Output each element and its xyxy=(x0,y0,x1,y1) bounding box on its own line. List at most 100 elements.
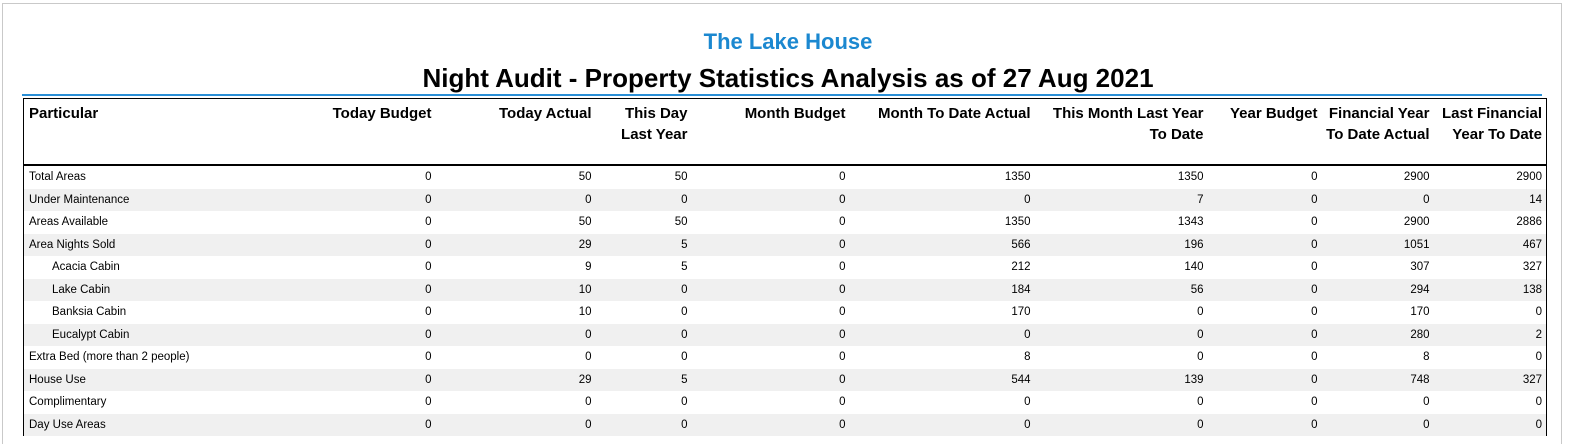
table-row: Eucalypt Cabin 0 0 0 0 0 0 0 280 2 xyxy=(23,323,1547,346)
table-cell: 0 xyxy=(691,188,850,211)
table-cell: 0 xyxy=(308,233,436,256)
table-cell: 0 xyxy=(425,351,432,364)
row-label: Extra Bed (more than 2 people) xyxy=(29,351,190,364)
row-label: Complimentary xyxy=(29,396,107,409)
table-cell: 327 xyxy=(1522,261,1542,274)
table-cell: 0 xyxy=(308,188,436,211)
table-cell: 0 xyxy=(1197,351,1204,364)
table-cell: 5 xyxy=(595,233,692,256)
table-cell: 748 xyxy=(1321,368,1434,391)
column-header: Today Actual xyxy=(435,98,596,166)
table-row: Acacia Cabin 0 9 5 0 212 140 0 307 327 xyxy=(24,256,1547,279)
table-cell: 2 xyxy=(1433,323,1547,346)
table-cell: 5 xyxy=(595,368,692,391)
table-cell: 7 xyxy=(1034,188,1208,211)
column-header: Today Budget xyxy=(308,98,436,166)
table-cell: 50 xyxy=(674,216,688,229)
table-cell: 0 xyxy=(308,323,436,346)
table-cell: 0 xyxy=(308,368,436,391)
row-label: Areas Available xyxy=(29,216,109,229)
table-cell: 0 xyxy=(585,396,592,409)
table-cell: 0 xyxy=(585,351,592,364)
table-cell: 0 xyxy=(595,188,692,211)
table-cell: 0 xyxy=(839,396,846,409)
table-cell: 1350 xyxy=(1004,216,1031,229)
table-cell: 50 xyxy=(674,171,688,184)
table-cell: 196 xyxy=(1034,233,1208,256)
property-name: The Lake House xyxy=(703,29,873,54)
row-label: Lake Cabin xyxy=(23,278,309,301)
table-cell: 140 xyxy=(1184,261,1204,274)
table-header-row: Particular Today Budget Today Actual This D… xyxy=(23,98,1547,166)
table-cell: 0 xyxy=(849,323,1035,346)
table-cell: 8 xyxy=(1423,351,1430,364)
table-cell: 139 xyxy=(1034,368,1208,391)
table-cell: 2900 xyxy=(1403,171,1430,184)
table-cell: 1350 xyxy=(1004,171,1031,184)
table-cell: 14 xyxy=(1433,188,1547,211)
table-cell: 0 xyxy=(839,351,846,364)
table-cell: 0 xyxy=(691,368,850,391)
table-cell: 0 xyxy=(1423,396,1430,409)
table-cell: 0 xyxy=(1034,323,1208,346)
title-divider xyxy=(22,94,1542,96)
table-cell: 0 xyxy=(1034,413,1208,436)
table-cell: 0 xyxy=(1207,368,1322,391)
table-cell: 1343 xyxy=(1177,216,1204,229)
table-cell: 184 xyxy=(849,278,1035,301)
table-cell: 327 xyxy=(1433,368,1547,391)
row-label: House Use xyxy=(23,368,309,391)
table-cell: 294 xyxy=(1321,278,1434,301)
column-header: This Day Last Year xyxy=(595,98,692,166)
table-cell: 0 xyxy=(1207,323,1322,346)
table-cell: 0 xyxy=(308,413,436,436)
table-cell: 10 xyxy=(578,306,592,319)
table-cell: 0 xyxy=(595,413,692,436)
table-cell: 29 xyxy=(435,368,596,391)
table-cell: 0 xyxy=(849,188,1035,211)
table-cell: 0 xyxy=(681,306,688,319)
table-cell: 0 xyxy=(1433,413,1547,436)
table-row: House Use 0 29 5 0 544 139 0 748 327 xyxy=(23,368,1547,391)
table-cell: 0 xyxy=(1207,413,1322,436)
table-cell: 0 xyxy=(1197,396,1204,409)
table-cell: 566 xyxy=(849,233,1035,256)
table-cell: 0 xyxy=(595,323,692,346)
table-cell: 0 xyxy=(691,278,850,301)
table-cell: 280 xyxy=(1321,323,1434,346)
table-cell: 29 xyxy=(435,233,596,256)
table-cell: 8 xyxy=(1024,351,1031,364)
table-cell: 0 xyxy=(425,261,432,274)
table-row: Area Nights Sold 0 29 5 0 566 196 0 1051 467 xyxy=(23,233,1547,256)
table-cell: 0 xyxy=(1311,171,1318,184)
table-row: Complimentary 0 0 0 0 0 0 0 0 0 xyxy=(24,391,1547,414)
table-cell: 0 xyxy=(839,261,846,274)
table-cell: 0 xyxy=(1535,396,1542,409)
table-row: Banksia Cabin 0 10 0 0 170 0 0 170 0 xyxy=(24,301,1547,324)
table-cell: 0 xyxy=(1197,306,1204,319)
table-cell: 467 xyxy=(1433,233,1547,256)
table-cell: 0 xyxy=(1311,351,1318,364)
table-cell: 0 xyxy=(595,278,692,301)
table-cell: 0 xyxy=(425,171,432,184)
table-cell: 50 xyxy=(578,171,592,184)
statistics-table: Particular Today Budget Today Actual This D… xyxy=(23,98,1547,436)
table-cell: 0 xyxy=(425,396,432,409)
table-cell: 0 xyxy=(435,413,596,436)
column-header: Month Budget xyxy=(691,98,850,166)
table-cell: 0 xyxy=(1207,188,1322,211)
table-cell: 56 xyxy=(1034,278,1208,301)
table-cell: 0 xyxy=(691,413,850,436)
table-cell: 2886 xyxy=(1516,216,1542,229)
table-cell: 2900 xyxy=(1403,216,1430,229)
table-cell: 212 xyxy=(1011,261,1031,274)
table-cell: 1350 xyxy=(1177,171,1204,184)
table-cell: 0 xyxy=(681,396,688,409)
column-header: Particular xyxy=(23,98,309,166)
table-cell: 0 xyxy=(1311,261,1318,274)
table-cell: 544 xyxy=(849,368,1035,391)
table-cell: 0 xyxy=(839,216,846,229)
table-cell: 0 xyxy=(691,233,850,256)
row-label: Eucalypt Cabin xyxy=(23,323,309,346)
table-cell: 9 xyxy=(585,261,592,274)
